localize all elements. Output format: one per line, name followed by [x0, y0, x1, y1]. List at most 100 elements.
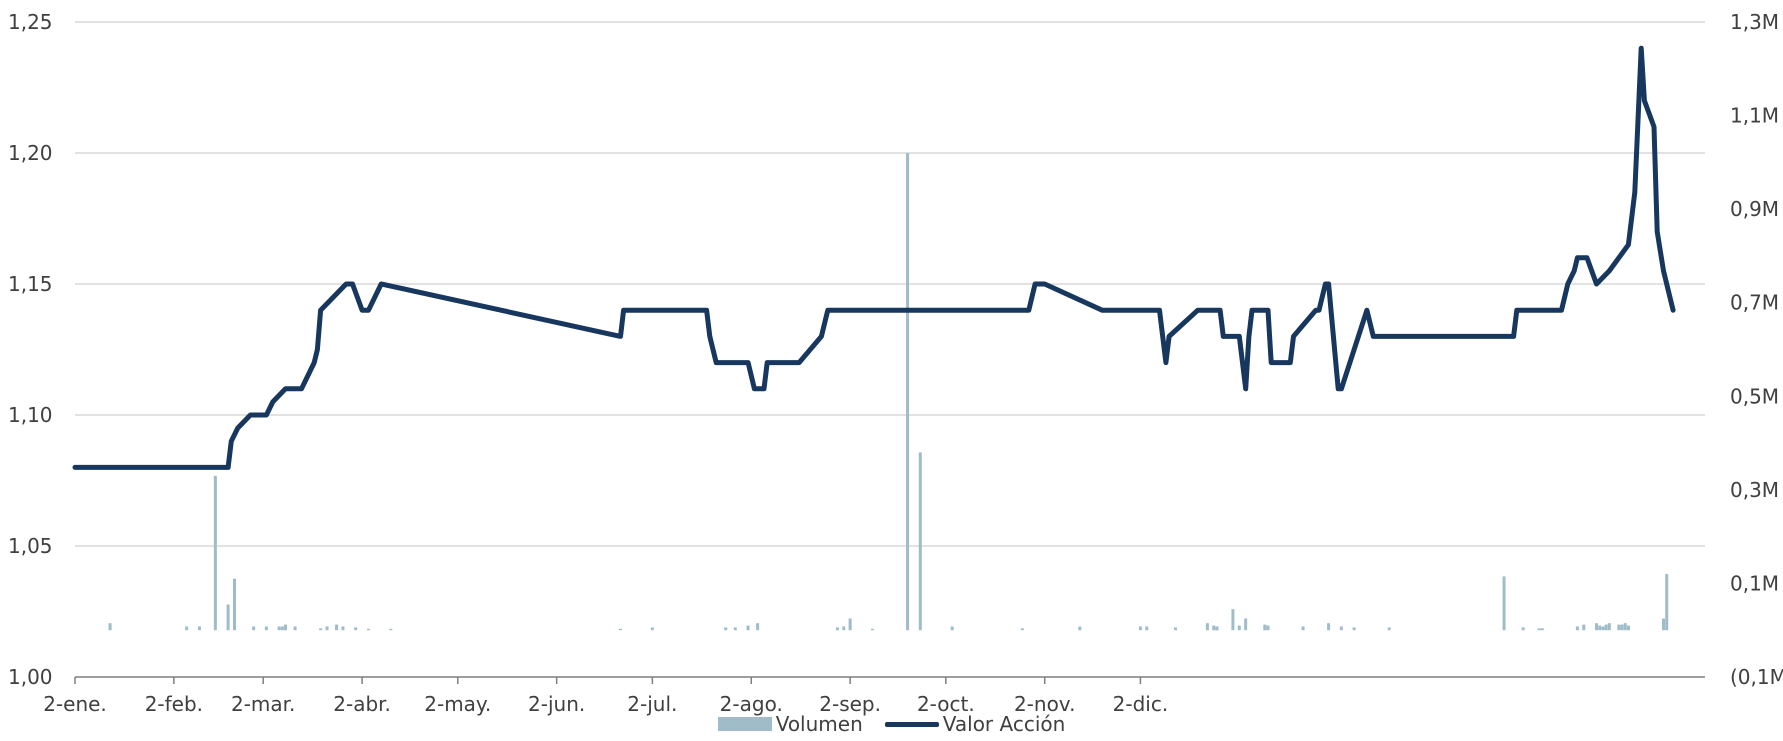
left-tick-label: 1,00: [8, 665, 53, 689]
legend-label-price: Valor Acción: [942, 712, 1066, 736]
right-tick-label: 0,3M: [1730, 478, 1779, 502]
volume-bar: [341, 626, 345, 631]
x-tick-label: 2-jul.: [627, 692, 677, 716]
x-tick-marks: [74, 677, 1142, 684]
volume-bar: [325, 626, 329, 631]
volume-bar: [389, 628, 393, 631]
volume-bar: [1595, 623, 1599, 631]
volume-bar: [1604, 624, 1608, 631]
volume-bar: [232, 578, 236, 631]
legend-swatch-price: [884, 721, 939, 727]
right-tick-label: 0,5M: [1730, 384, 1779, 408]
volume-bar: [108, 623, 112, 631]
volume-bar: [197, 626, 201, 631]
volume-bar: [366, 628, 370, 631]
volume-bar: [1212, 625, 1216, 631]
volume-bar: [1620, 624, 1624, 631]
volume-bar: [1327, 623, 1331, 631]
volume-bar: [918, 452, 922, 631]
volume-bar: [1537, 628, 1541, 631]
legend: Volumen Valor Acción: [0, 710, 1783, 738]
volume-bar: [1662, 618, 1666, 631]
right-tick-label: 0,9M: [1730, 197, 1779, 221]
volume-bar: [950, 626, 954, 631]
left-tick-label: 1,15: [8, 272, 53, 296]
volume-bar: [1244, 618, 1248, 631]
volume-bar: [1387, 627, 1391, 631]
volume-bar: [1020, 628, 1024, 631]
x-tick-label: 2-mar.: [231, 692, 295, 716]
x-tick-label: 2-nov.: [1014, 692, 1076, 716]
volume-bar: [1502, 576, 1506, 631]
x-tick-label: 2-ene.: [43, 692, 107, 716]
volume-bar: [1339, 626, 1343, 631]
x-tick-label: 2-ago.: [720, 692, 783, 716]
volume-bar: [284, 624, 288, 631]
volume-bar: [1665, 574, 1669, 631]
volume-bar: [1582, 624, 1586, 631]
right-axis-labels: (0,1M) 0,1M 0,3M 0,5M 0,7M 0,9M 1,1M 1,3M: [1730, 10, 1783, 689]
x-tick-label: 2-dic.: [1113, 692, 1169, 716]
volume-bar: [1138, 626, 1142, 631]
x-tick-label: 2-feb.: [145, 692, 203, 716]
volume-bar: [724, 627, 728, 631]
volume-bar: [756, 623, 760, 631]
volume-bar: [264, 626, 268, 631]
volume-bar: [1301, 626, 1305, 631]
left-tick-label: 1,05: [8, 534, 53, 558]
volume-bar: [1623, 623, 1627, 631]
volume-bar: [1626, 625, 1630, 631]
right-tick-label: 0,7M: [1730, 291, 1779, 315]
left-tick-label: 1,20: [8, 141, 53, 165]
volume-bar: [1078, 626, 1082, 631]
legend-item-volume: Volumen: [717, 712, 863, 736]
volume-bar: [1266, 625, 1270, 631]
x-tick-label: 2-sep.: [819, 692, 881, 716]
volume-bar: [252, 626, 256, 631]
grid-lines: [75, 21, 1705, 547]
legend-item-price: Valor Acción: [884, 712, 1066, 736]
volume-bar: [226, 604, 230, 631]
volume-bar: [618, 628, 622, 631]
volume-bar: [1352, 627, 1356, 631]
right-tick-label: 0,1M: [1730, 571, 1779, 595]
x-tick-label: 2-jun.: [528, 692, 585, 716]
volume-bar: [650, 627, 654, 631]
volume-bar: [746, 625, 750, 631]
volume-bar: [1263, 624, 1267, 631]
volume-bar: [319, 628, 323, 631]
x-tick-label: 2-oct.: [917, 692, 975, 716]
price-line: [72, 45, 1676, 470]
volume-bar: [335, 624, 339, 631]
volume-bar: [354, 627, 358, 631]
volume-bar: [870, 628, 874, 631]
volume-bar: [185, 626, 189, 631]
volume-bar: [842, 626, 846, 631]
volume-bar: [1205, 623, 1209, 631]
volume-bar: [848, 618, 852, 631]
right-tick-label: 1,1M: [1730, 104, 1779, 128]
volume-bar: [1607, 623, 1611, 631]
volume-bar: [293, 626, 297, 631]
legend-swatch-volume: [717, 717, 772, 731]
volume-bar: [1601, 626, 1605, 631]
right-tick-label: (0,1M): [1730, 665, 1783, 689]
volume-bar: [1540, 628, 1544, 631]
legend-label-volume: Volumen: [775, 712, 863, 736]
x-axis-labels: 2-ene. 2-feb. 2-mar. 2-abr. 2-may. 2-jun. 2-ju…: [43, 692, 1168, 716]
right-tick-label: 1,3M: [1730, 10, 1779, 34]
volume-bar: [277, 626, 281, 631]
volume-bar: [1598, 625, 1602, 631]
volume-bar: [906, 153, 910, 631]
x-tick-label: 2-abr.: [333, 692, 391, 716]
volume-bar: [1237, 625, 1241, 631]
volume-bar: [1145, 626, 1149, 631]
volume-bar: [1231, 609, 1235, 631]
volume-bar: [1575, 626, 1579, 631]
x-tick-label: 2-may.: [424, 692, 491, 716]
volume-bar: [835, 627, 839, 631]
volume-bar: [213, 475, 217, 631]
volume-bar: [1215, 626, 1219, 631]
volume-bar: [280, 626, 284, 631]
